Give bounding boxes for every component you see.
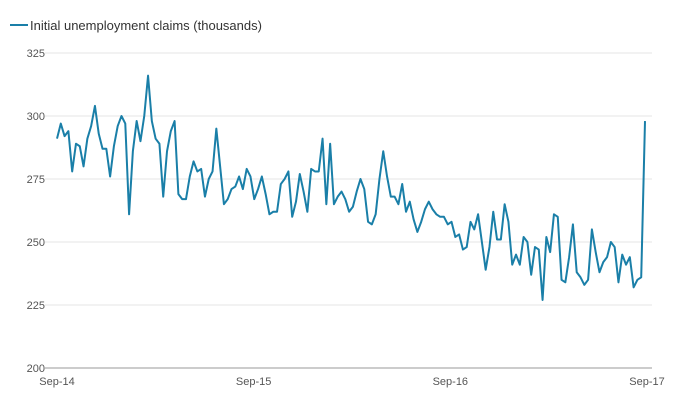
legend: Initial unemployment claims (thousands) <box>10 18 262 33</box>
grid <box>45 52 652 306</box>
y-tick-label: 300 <box>27 111 45 123</box>
x-tick-label: Sep-15 <box>236 376 271 388</box>
y-tick-label: 225 <box>27 300 45 312</box>
x-tick-label: Sep-17 <box>629 376 664 388</box>
x-axis-labels: Sep-14 Sep-15 Sep-16 Sep-17 <box>39 376 664 388</box>
x-tick-label: Sep-16 <box>433 376 468 388</box>
series-line <box>56 74 646 301</box>
y-tick-label: 325 <box>27 48 45 60</box>
y-tick-label: 200 <box>27 363 45 375</box>
y-tick-label: 275 <box>27 174 45 186</box>
y-tick-label: 250 <box>27 237 45 249</box>
x-tick-label: Sep-14 <box>39 376 74 388</box>
y-axis-labels: 200 225 250 275 300 325 <box>27 48 45 375</box>
legend-label: Initial unemployment claims (thousands) <box>30 18 262 33</box>
